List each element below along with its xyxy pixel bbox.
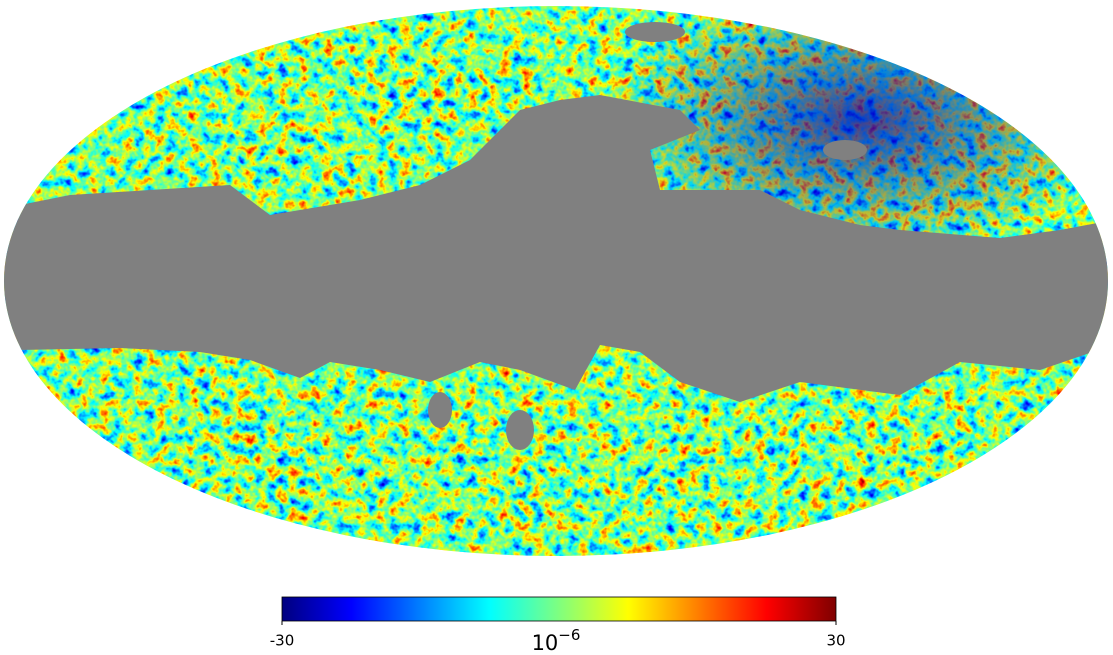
colorbar-label: 10−6: [532, 626, 581, 655]
mask-hole: [506, 410, 534, 450]
tick-label: -30: [270, 632, 295, 650]
mask-hole: [428, 392, 452, 428]
tick-label: 30: [826, 632, 845, 650]
label-exponent: −6: [558, 626, 580, 644]
label-base: 10: [532, 631, 559, 655]
sky-map: [4, 6, 1108, 556]
mask-hole: [625, 22, 685, 42]
mask-hole: [823, 140, 867, 160]
colorbar: [281, 596, 837, 622]
galactic-mask: [4, 95, 1108, 402]
